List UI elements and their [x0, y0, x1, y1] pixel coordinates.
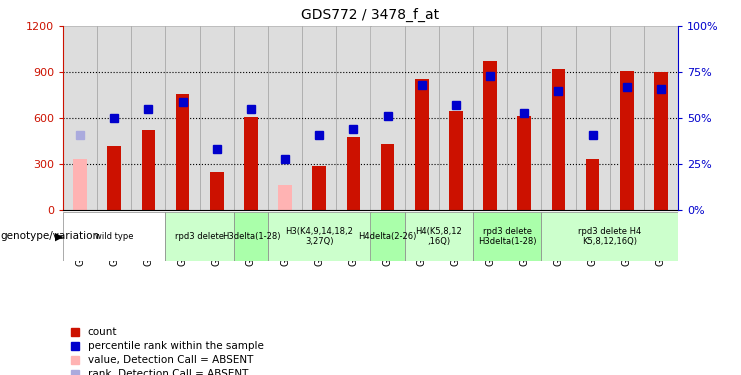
Bar — [268, 26, 302, 210]
Bar — [551, 69, 565, 210]
Bar — [507, 26, 542, 210]
Bar — [449, 111, 462, 210]
Bar — [63, 26, 97, 210]
Bar — [644, 26, 678, 210]
Bar — [131, 26, 165, 210]
Bar — [576, 26, 610, 210]
Bar — [268, 212, 370, 261]
Bar — [107, 146, 121, 210]
Text: rpd3 delete H4
K5,8,12,16Q): rpd3 delete H4 K5,8,12,16Q) — [578, 226, 641, 246]
Bar — [610, 26, 644, 210]
Text: ▶: ▶ — [55, 231, 63, 241]
Bar — [165, 26, 199, 210]
Bar — [620, 71, 634, 210]
Bar — [347, 137, 360, 210]
Bar — [210, 172, 224, 210]
Bar — [542, 26, 576, 210]
Bar — [244, 117, 258, 210]
Bar — [234, 212, 268, 261]
Bar — [176, 94, 190, 210]
Bar — [199, 26, 234, 210]
Text: value, Detection Call = ABSENT: value, Detection Call = ABSENT — [87, 355, 253, 365]
Text: percentile rank within the sample: percentile rank within the sample — [87, 341, 264, 351]
Text: count: count — [87, 327, 117, 337]
Text: H4(K5,8,12
,16Q): H4(K5,8,12 ,16Q) — [416, 226, 462, 246]
Bar — [336, 26, 370, 210]
Text: H3(K4,9,14,18,2
3,27Q): H3(K4,9,14,18,2 3,27Q) — [285, 226, 353, 246]
Text: H4delta(2-26): H4delta(2-26) — [359, 232, 416, 241]
Bar — [234, 26, 268, 210]
Text: wild type: wild type — [95, 232, 133, 241]
Text: rpd3 delete
H3delta(1-28): rpd3 delete H3delta(1-28) — [478, 226, 536, 246]
Bar — [654, 72, 668, 210]
Title: GDS772 / 3478_f_at: GDS772 / 3478_f_at — [302, 8, 439, 22]
Bar — [473, 26, 507, 210]
Bar — [542, 212, 678, 261]
Bar — [439, 26, 473, 210]
Bar — [473, 212, 542, 261]
Bar — [370, 26, 405, 210]
Text: H3delta(1-28): H3delta(1-28) — [222, 232, 280, 241]
Bar — [415, 79, 428, 210]
Bar — [517, 116, 531, 210]
Text: genotype/variation: genotype/variation — [1, 231, 100, 241]
Bar — [483, 61, 497, 210]
Bar — [165, 212, 234, 261]
Text: rpd3 delete: rpd3 delete — [175, 232, 225, 241]
Bar — [302, 26, 336, 210]
Text: rank, Detection Call = ABSENT: rank, Detection Call = ABSENT — [87, 369, 248, 375]
Bar — [370, 212, 405, 261]
Bar — [97, 26, 131, 210]
Bar — [405, 26, 439, 210]
Bar — [73, 159, 87, 210]
Bar — [313, 166, 326, 210]
Bar — [279, 185, 292, 210]
Bar — [585, 159, 599, 210]
Bar — [381, 144, 394, 210]
Bar — [405, 212, 473, 261]
Bar — [142, 130, 156, 210]
Bar — [63, 212, 165, 261]
